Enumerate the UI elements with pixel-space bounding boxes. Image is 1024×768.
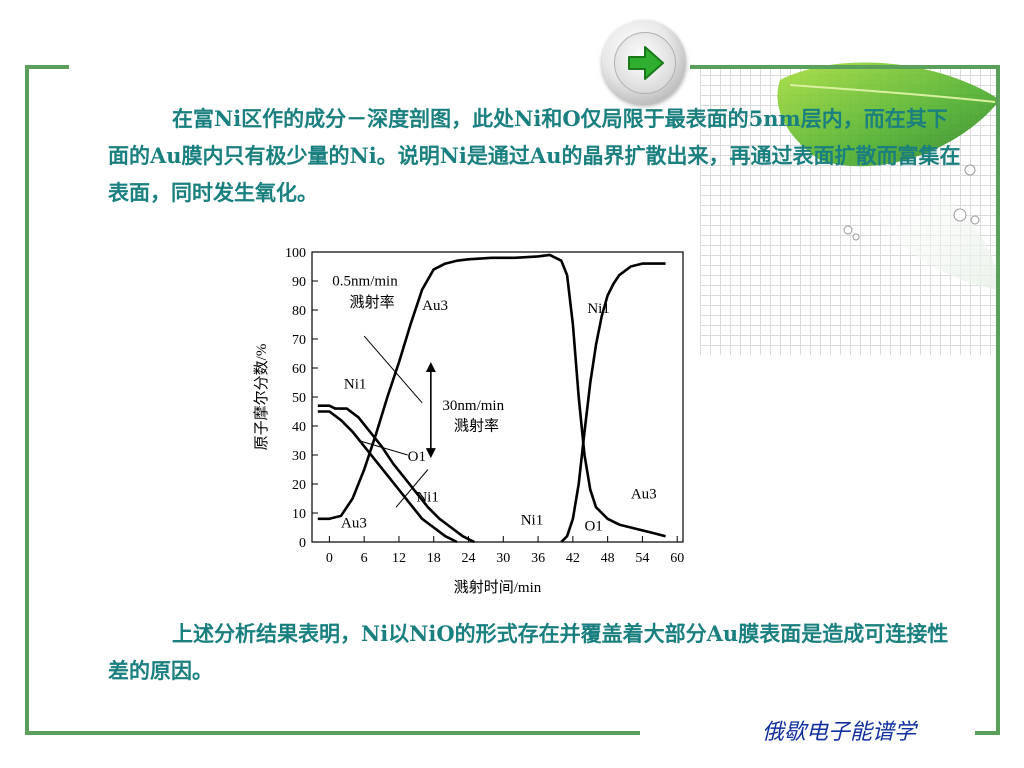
- curve-label-o1: O1: [584, 518, 602, 534]
- series-line-o1: [317, 410, 458, 544]
- footer-title: 俄歇电子能谱学: [762, 720, 917, 745]
- y-tick-label: 70: [292, 333, 306, 348]
- rate1-sub-label: 溅射率: [350, 294, 395, 311]
- rate1-label: 0.5nm/min: [332, 273, 398, 289]
- conclusion-paragraph: 上述分析结果表明，Ni以NiO的形式存在并覆盖着大部分Au膜表面是造成可连接性差…: [108, 615, 968, 689]
- x-tick-label: 54: [635, 551, 649, 566]
- rate-arrow-up-head: [425, 362, 436, 372]
- x-tick-label: 36: [531, 551, 545, 566]
- curve-label-au3: Au3: [631, 487, 657, 503]
- y-axis-label: 原子摩尔分数/%: [252, 344, 270, 451]
- curve-label-ni1: Ni1: [344, 376, 367, 392]
- y-tick-label: 30: [292, 449, 306, 464]
- x-tick-label: 60: [670, 551, 684, 566]
- x-tick-label: 6: [361, 551, 368, 566]
- x-tick-label: 24: [462, 551, 476, 566]
- y-tick-label: 90: [292, 275, 306, 290]
- chart-series: [317, 253, 666, 544]
- green-leaf-decoration: [777, 62, 1000, 290]
- chart-annotations: 0.5nm/min 溅射率 30nm/min 溅射率 Au3 Ni1 O1 Ni1 Au3 Ni1…: [332, 273, 656, 534]
- chart-axes: 0 10 20 30 40 50 60 70 80 90 100 0 6 12 18 24 30 36 42 48 54…: [252, 246, 684, 596]
- y-tick-label: 40: [292, 420, 306, 435]
- y-tick-label: 80: [292, 304, 306, 319]
- x-tick-label: 30: [496, 551, 510, 566]
- next-slide-button[interactable]: [602, 20, 686, 104]
- rate1-leader: [363, 335, 423, 404]
- y-tick-label: 0: [299, 536, 306, 551]
- green-right-arrow-icon: [614, 32, 676, 94]
- frame-right: [996, 65, 1000, 735]
- y-tick-label: 10: [292, 507, 306, 522]
- frame-bottom: [25, 731, 640, 735]
- series-line-ni1: [560, 262, 666, 543]
- series-line-au3: [565, 275, 666, 538]
- curve-label-au3: Au3: [341, 516, 367, 532]
- description-paragraph: 在富Ni区作的成分－深度剖图，此处Ni和O仅局限于最表面的5nm层内，而在其下面…: [108, 100, 968, 211]
- y-tick-label: 60: [292, 362, 306, 377]
- curve-label-ni1: Ni1: [587, 301, 610, 317]
- frame-top-left: [25, 65, 69, 69]
- x-axis-label: 溅射时间/min: [454, 579, 542, 596]
- frame-top-right: [690, 65, 1000, 69]
- curve-label-ni1: Ni1: [416, 489, 439, 505]
- series-line-ni1: [317, 404, 475, 544]
- x-tick-label: 0: [326, 551, 333, 566]
- description-text: 在富Ni区作的成分－深度剖图，此处Ni和O仅局限于最表面的5nm层内，而在其下面…: [108, 106, 961, 205]
- conclusion-text: 上述分析结果表明，Ni以NiO的形式存在并覆盖着大部分Au膜表面是造成可连接性差…: [108, 621, 949, 683]
- x-tick-label: 48: [601, 551, 615, 566]
- y-tick-label: 100: [285, 246, 306, 261]
- ni1-leader: [395, 469, 429, 508]
- o1-leader: [358, 440, 408, 456]
- frame-left: [25, 65, 29, 735]
- curve-label-au3: Au3: [422, 298, 448, 314]
- depth-profile-chart: 0 10 20 30 40 50 60 70 80 90 100 0 6 12 18 24 30 36 42 48 54…: [252, 246, 684, 596]
- series-line-au3: [317, 253, 569, 521]
- curve-label-ni1: Ni1: [521, 513, 544, 529]
- frame-bottom-right: [975, 731, 1000, 735]
- x-tick-label: 12: [392, 551, 406, 566]
- rate2-sub-label: 溅射率: [454, 417, 499, 434]
- curve-label-o1: O1: [408, 449, 426, 465]
- x-tick-label: 42: [566, 551, 580, 566]
- y-tick-label: 50: [292, 391, 306, 406]
- y-tick-label: 20: [292, 478, 306, 493]
- x-tick-label: 18: [427, 551, 441, 566]
- rate2-label: 30nm/min: [442, 398, 504, 414]
- rate-arrow-down-head: [425, 448, 436, 459]
